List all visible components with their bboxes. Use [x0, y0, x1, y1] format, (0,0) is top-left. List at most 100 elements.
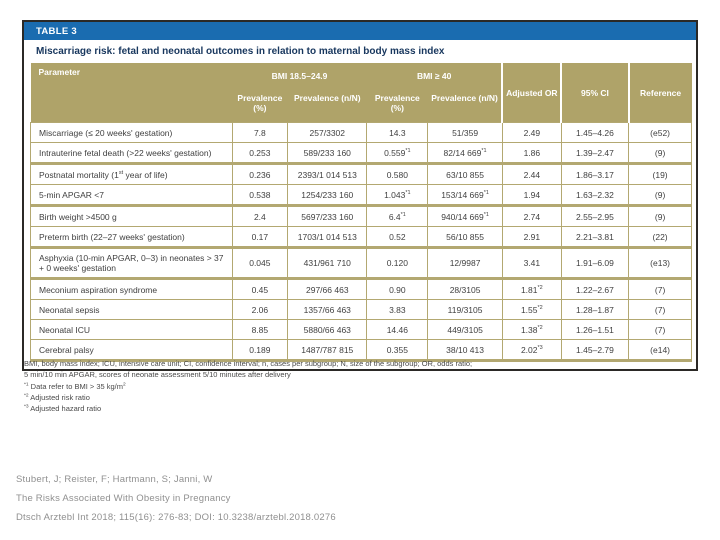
header-bmi-obese: BMI ≥ 40	[366, 63, 503, 89]
value-cell: 1487/787 815	[287, 339, 368, 362]
value-cell: (9)	[628, 184, 692, 207]
value-cell: 1.81*2	[501, 278, 562, 300]
value-cell: (9)	[628, 205, 692, 227]
value-cell: 14.46	[366, 319, 429, 340]
parameter-cell: Birth weight >4500 g	[30, 205, 233, 227]
table-row: Neonatal sepsis 2.06 1357/66 463 3.83 119/31…	[30, 299, 692, 320]
value-cell: 0.17	[231, 226, 289, 249]
table-header: Parameter BMI 18.5–24.9 BMI ≥ 40 Adjuste…	[30, 63, 692, 123]
value-cell: 0.355	[366, 339, 429, 362]
value-cell: 2.06	[231, 299, 289, 320]
value-cell: 2.4	[231, 205, 289, 227]
footnote-line: *3 Adjusted hazard ratio	[24, 404, 102, 413]
footnotes: BMI, body mass index; ICU, intensive car…	[24, 358, 684, 414]
header-group-row: Parameter BMI 18.5–24.9 BMI ≥ 40 Adjuste…	[30, 63, 692, 123]
value-cell: 3.41	[501, 247, 562, 280]
table-row: Intrauterine fetal death (>22 weeks' ges…	[30, 142, 692, 165]
value-cell: 1.86	[501, 142, 562, 165]
value-cell: (e14)	[628, 339, 692, 362]
footnote-line: BMI, body mass index; ICU, intensive car…	[24, 359, 473, 368]
citation-title: The Risks Associated With Obesity in Pre…	[16, 493, 231, 504]
table-number-banner: TABLE 3	[24, 22, 696, 40]
value-cell: 82/14 669*1	[427, 142, 503, 165]
value-cell: 1.86–3.17	[560, 163, 630, 185]
parameter-cell: Asphyxia (10-min APGAR, 0–3) in neonates…	[30, 247, 233, 280]
value-cell: 2.91	[501, 226, 562, 249]
table-row: Postnatal mortality (1st year of life) 0.…	[30, 163, 692, 185]
table-body: Miscarriage (≤ 20 weeks' gestation) 7.8 25…	[30, 122, 692, 362]
value-cell: 0.236	[231, 163, 289, 185]
value-cell: 1.38*2	[501, 319, 562, 340]
header-prevalence-nn-normal: Prevalence (n/N)	[287, 89, 367, 123]
value-cell: 28/3105	[427, 278, 503, 300]
table-row: 5-min APGAR <7 0.538 1254/233 160 1.043*1 15…	[30, 184, 692, 207]
parameter-cell: Preterm birth (22–27 weeks' gestation)	[30, 226, 233, 249]
value-cell: (22)	[628, 226, 692, 249]
value-cell: (7)	[628, 299, 692, 320]
value-cell: 1.28–1.87	[560, 299, 630, 320]
value-cell: 38/10 413	[427, 339, 503, 362]
value-cell: 51/359	[427, 122, 503, 143]
value-cell: 940/14 669*1	[427, 205, 503, 227]
table-row: Meconium aspiration syndrome 0.45 297/66 4…	[30, 278, 692, 300]
header-prevalence-pct-obese: Prevalence (%)	[366, 89, 428, 123]
value-cell: 0.253	[231, 142, 289, 165]
value-cell: 63/10 855	[427, 163, 503, 185]
value-cell: 1254/233 160	[287, 184, 368, 207]
value-cell: 0.538	[231, 184, 289, 207]
value-cell: 2.55–2.95	[560, 205, 630, 227]
value-cell: 1.26–1.51	[560, 319, 630, 340]
value-cell: 3.83	[366, 299, 429, 320]
table-row: Cerebral palsy 0.189 1487/787 815 0.355 38/1…	[30, 339, 692, 362]
value-cell: (7)	[628, 278, 692, 300]
value-cell: (9)	[628, 142, 692, 165]
value-cell: 1.39–2.47	[560, 142, 630, 165]
header-prevalence-pct-normal: Prevalence (%)	[232, 89, 288, 123]
parameter-cell: Neonatal ICU	[30, 319, 233, 340]
outcomes-table: Parameter BMI 18.5–24.9 BMI ≥ 40 Adjuste…	[30, 63, 692, 362]
table-row: Preterm birth (22–27 weeks' gestation) 0.…	[30, 226, 692, 249]
header-parameter: Parameter	[30, 63, 233, 123]
value-cell: (19)	[628, 163, 692, 185]
value-cell: 1.55*2	[501, 299, 562, 320]
value-cell: 449/3105	[427, 319, 503, 340]
value-cell: 257/3302	[287, 122, 368, 143]
parameter-cell: Postnatal mortality (1st year of life)	[30, 163, 233, 185]
value-cell: 1.45–2.79	[560, 339, 630, 362]
header-adjusted-or: Adjusted OR	[501, 63, 562, 123]
value-cell: 119/3105	[427, 299, 503, 320]
value-cell: 1703/1 014 513	[287, 226, 368, 249]
value-cell: 2.44	[501, 163, 562, 185]
value-cell: 0.52	[366, 226, 429, 249]
value-cell: 0.45	[231, 278, 289, 300]
parameter-cell: Neonatal sepsis	[30, 299, 233, 320]
value-cell: 12/9987	[427, 247, 503, 280]
parameter-cell: Meconium aspiration syndrome	[30, 278, 233, 300]
citation-authors: Stubert, J; Reister, F; Hartmann, S; Jan…	[16, 474, 213, 485]
value-cell: 1.22–2.67	[560, 278, 630, 300]
table-row: Asphyxia (10-min APGAR, 0–3) in neonates…	[30, 247, 692, 280]
header-ci: 95% CI	[560, 63, 629, 123]
value-cell: 14.3	[366, 122, 429, 143]
value-cell: 589/233 160	[287, 142, 368, 165]
table-number-label: TABLE 3	[36, 25, 77, 37]
table-row: Neonatal ICU 8.85 5880/66 463 14.46 449/3105…	[30, 319, 692, 340]
value-cell: 153/14 669*1	[427, 184, 503, 207]
footnote-line: *2 Adjusted risk ratio	[24, 392, 90, 402]
value-cell: 6.4*1	[366, 205, 429, 227]
value-cell: 5880/66 463	[287, 319, 368, 340]
value-cell: 1.63–2.32	[560, 184, 630, 207]
value-cell: 1357/66 463	[287, 299, 368, 320]
footnote-line: 5 min/10 min APGAR, scores of neonate as…	[24, 370, 291, 380]
table-frame: TABLE 3 Miscarriage risk: fetal and neon…	[22, 20, 698, 371]
value-cell: (e13)	[628, 247, 692, 280]
value-cell: 2.49	[501, 122, 562, 143]
value-cell: 1.043*1	[366, 184, 429, 207]
footnote-line: *1 Data refer to BMI > 35 kg/m2	[24, 381, 126, 391]
table-row: Birth weight >4500 g 2.4 5697/233 160 6.4*1…	[30, 205, 692, 227]
value-cell: 8.85	[231, 319, 289, 340]
header-reference: Reference	[627, 63, 692, 123]
value-cell: 0.189	[231, 339, 289, 362]
header-sub-row: Prevalence (%) Prevalence (n/N) Prevalen…	[31, 89, 692, 123]
